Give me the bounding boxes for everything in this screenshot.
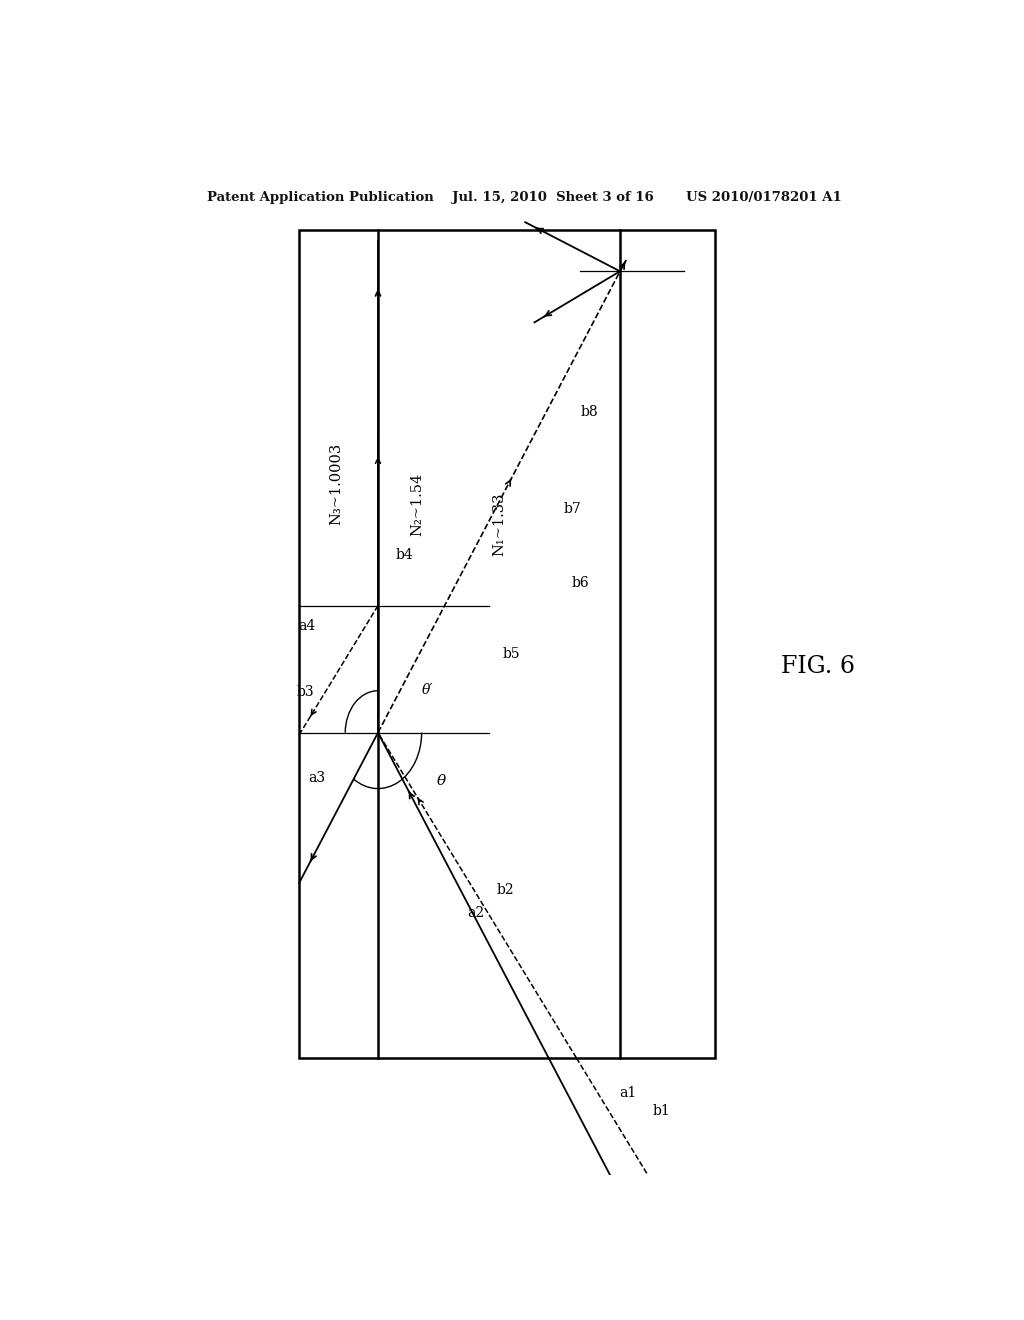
Bar — [299, 230, 716, 1057]
Text: b6: b6 — [571, 577, 589, 590]
Text: a1: a1 — [620, 1086, 637, 1101]
Text: θ′: θ′ — [422, 682, 433, 697]
Text: b1: b1 — [652, 1104, 670, 1118]
Text: N₂~1.54: N₂~1.54 — [411, 473, 425, 536]
Text: N₁~1.33: N₁~1.33 — [493, 492, 507, 556]
Text: b5: b5 — [503, 647, 520, 661]
Text: N₃~1.0003: N₃~1.0003 — [330, 442, 344, 525]
Text: a4: a4 — [298, 619, 315, 634]
Text: Patent Application Publication    Jul. 15, 2010  Sheet 3 of 16       US 2010/017: Patent Application Publication Jul. 15, … — [208, 190, 842, 203]
Text: FIG. 6: FIG. 6 — [781, 655, 855, 678]
Text: a2: a2 — [467, 906, 484, 920]
Text: θ: θ — [437, 775, 446, 788]
Text: a3: a3 — [308, 771, 326, 785]
Text: b7: b7 — [563, 502, 582, 516]
Text: b8: b8 — [581, 405, 599, 420]
Text: b4: b4 — [395, 548, 413, 562]
Text: b3: b3 — [296, 685, 313, 700]
Text: b2: b2 — [497, 883, 515, 898]
